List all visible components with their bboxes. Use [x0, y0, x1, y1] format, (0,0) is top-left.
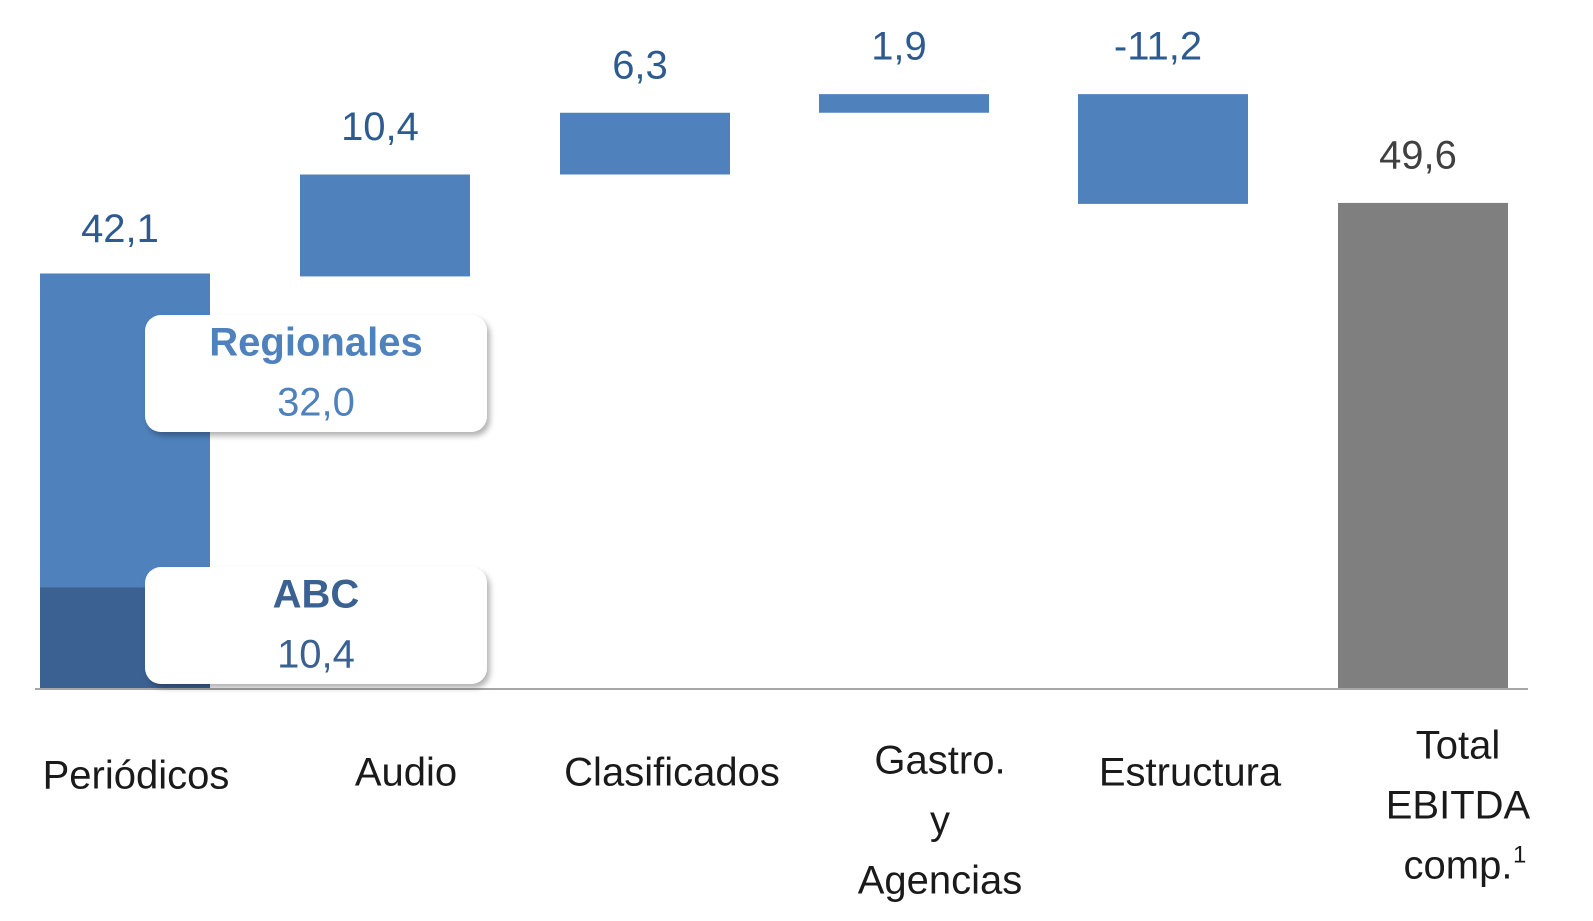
value-label: -11,2: [1114, 25, 1202, 69]
x-tick-label: EBITDA: [1386, 784, 1531, 828]
bar: [560, 112, 730, 175]
bar: [1078, 94, 1248, 204]
callout-name: Regionales: [209, 321, 422, 365]
x-tick-label: Clasificados: [564, 751, 780, 795]
value-label: 6,3: [612, 43, 668, 87]
bar: [300, 174, 470, 277]
callout-value: 32,0: [277, 381, 355, 425]
x-tick-label: Periódicos: [43, 754, 230, 798]
x-tick-label: comp.: [1404, 844, 1513, 888]
footnote-marker: 1: [1513, 841, 1526, 868]
bar: [1338, 202, 1508, 690]
value-label: 1,9: [871, 25, 927, 69]
x-tick-label: Estructura: [1099, 751, 1282, 795]
x-tick-label: Audio: [355, 751, 457, 795]
x-tick-label: Gastro.: [874, 739, 1005, 783]
value-label: 10,4: [341, 105, 419, 149]
value-label: 49,6: [1379, 133, 1457, 177]
bar: [819, 94, 989, 113]
x-tick-label: y: [930, 799, 950, 843]
callout-box: [145, 567, 487, 684]
callout-name: ABC: [273, 573, 360, 617]
callout-value: 10,4: [277, 633, 355, 677]
x-tick-label: Total: [1416, 724, 1501, 768]
x-tick-label: Agencias: [858, 859, 1023, 903]
callout-box: [145, 315, 487, 432]
value-label: 42,1: [81, 207, 159, 251]
